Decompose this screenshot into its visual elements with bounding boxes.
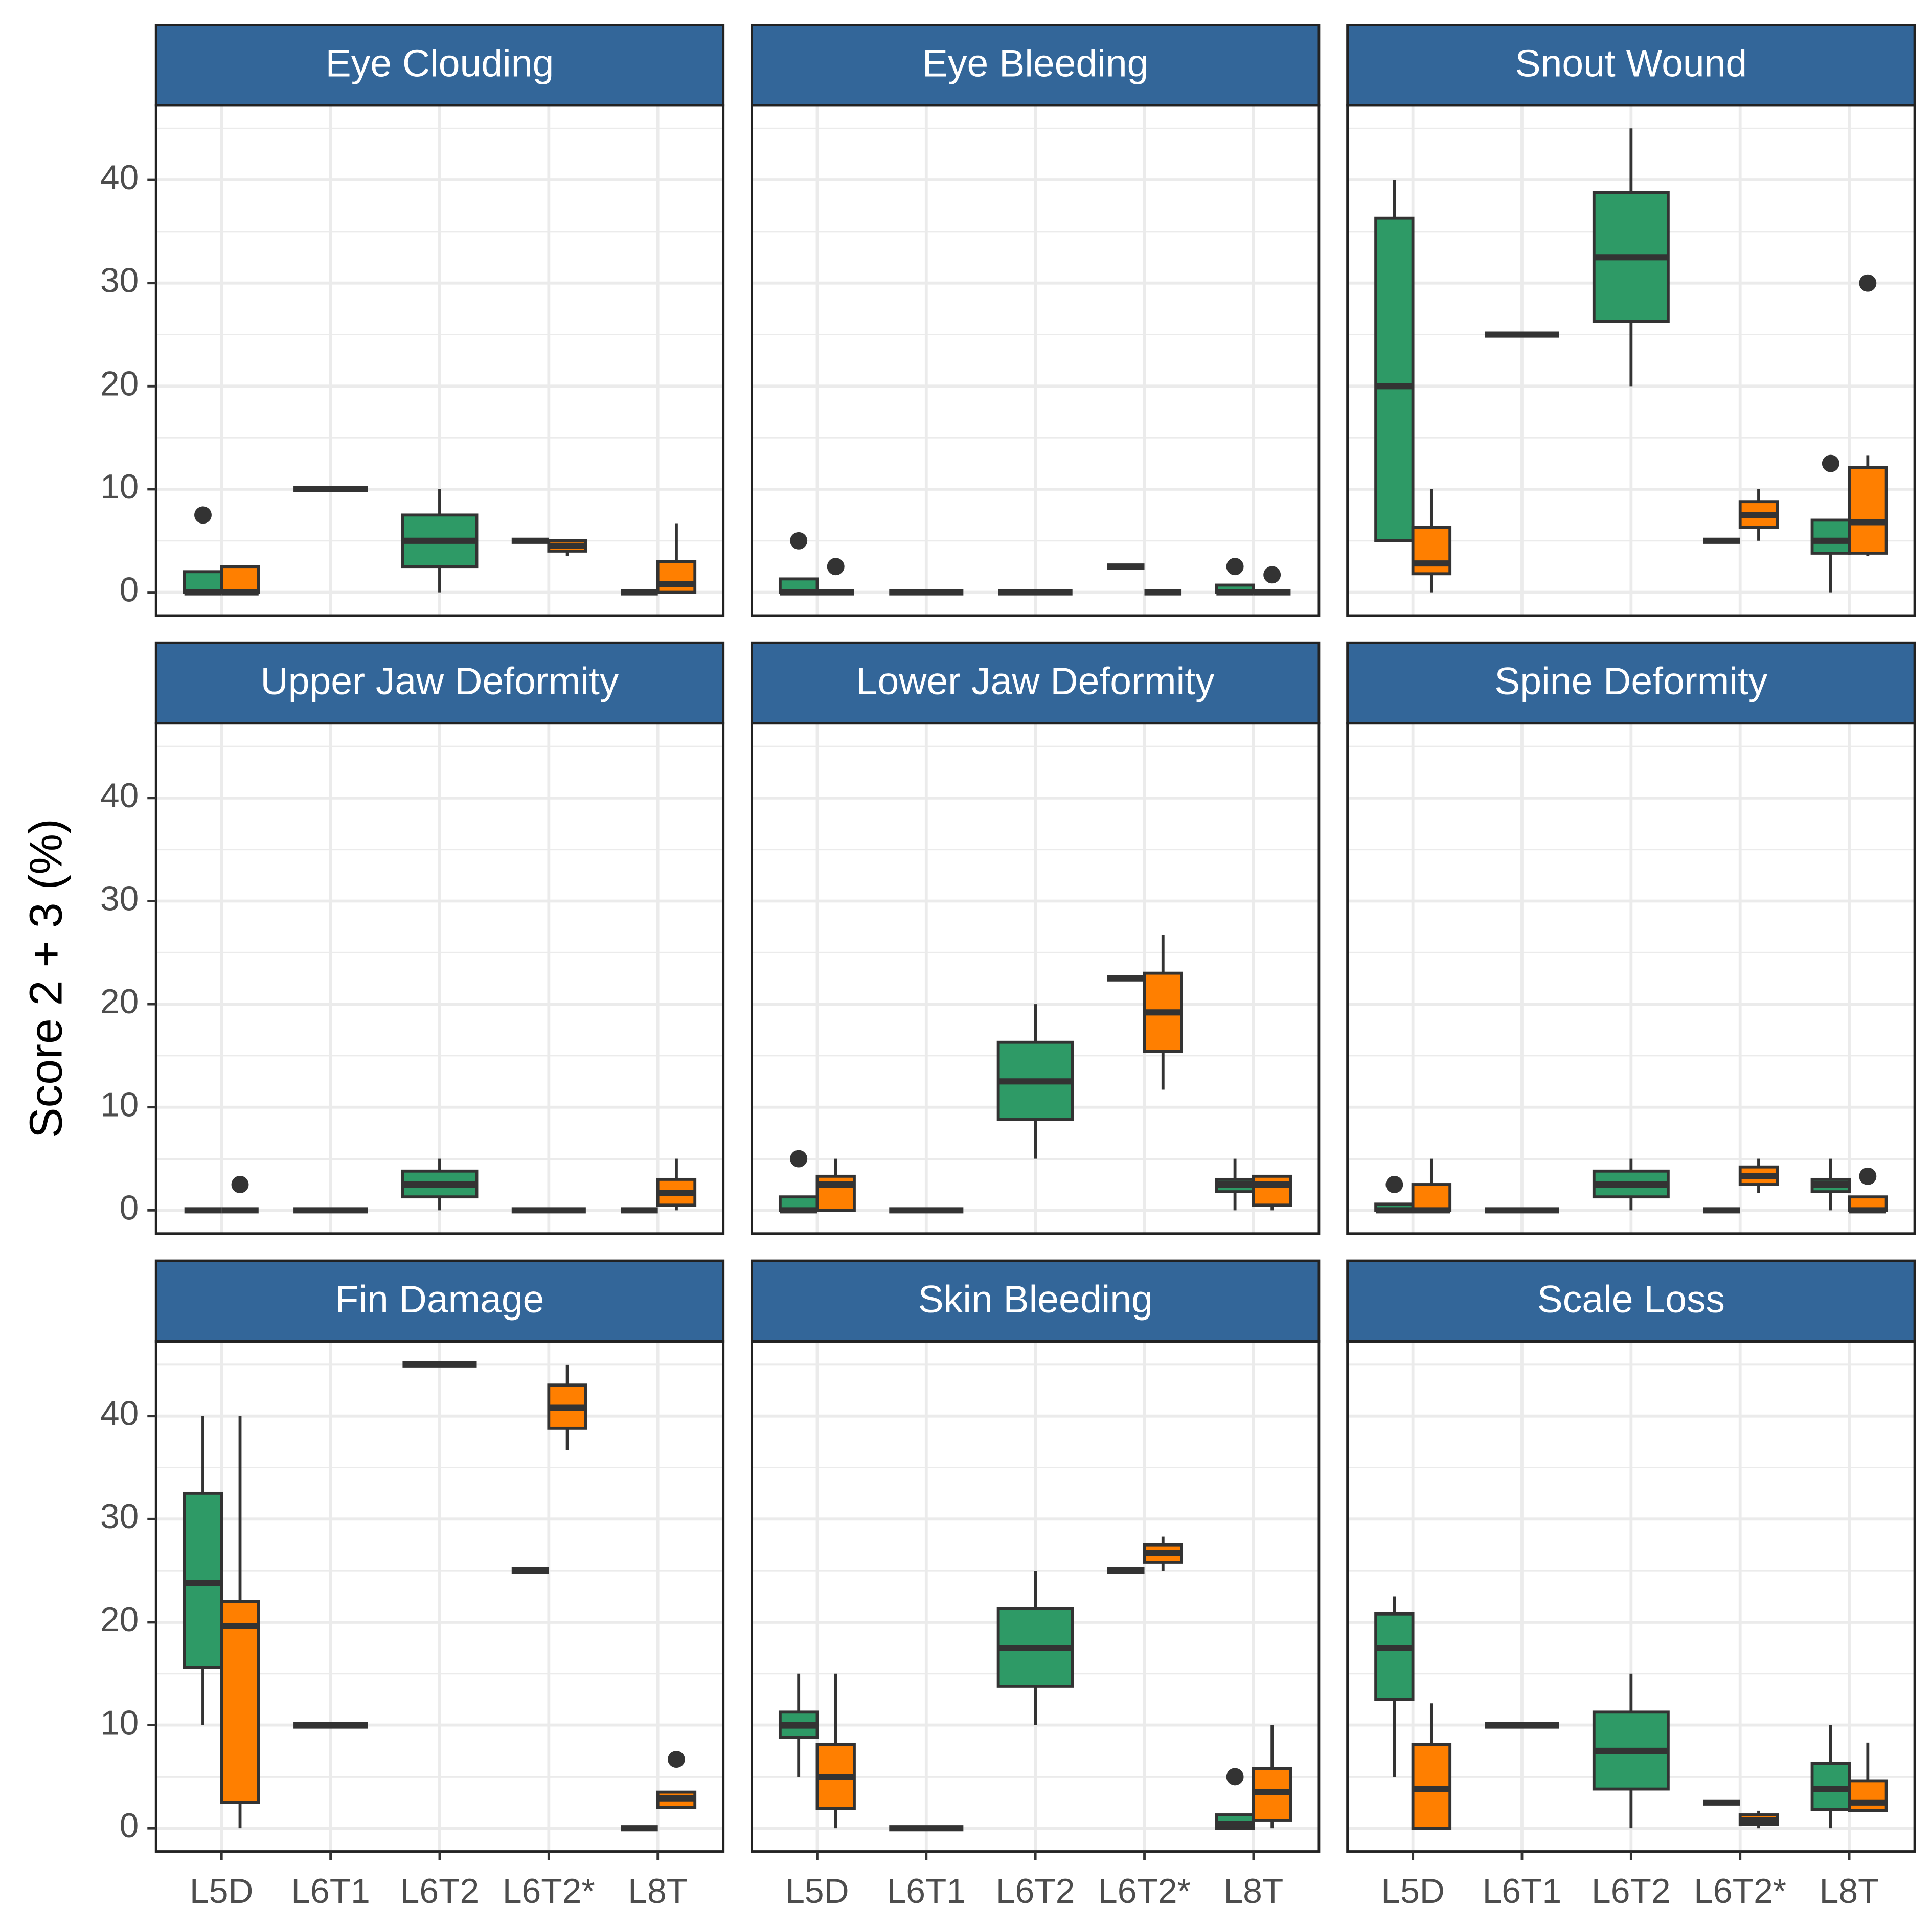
x-tick-label: L6T1 <box>1483 1872 1562 1911</box>
outlier <box>1226 1768 1244 1786</box>
y-tick-label: 10 <box>100 468 139 506</box>
box <box>1252 1174 1292 1207</box>
box <box>1411 1183 1452 1212</box>
strip-title: Fin Damage <box>335 1278 544 1321</box>
x-tick-label: L5D <box>1381 1872 1444 1911</box>
y-tick-label: 0 <box>120 571 139 609</box>
box <box>1411 526 1452 576</box>
strip <box>1346 1259 1916 1343</box>
box <box>1848 466 1888 555</box>
y-tick-label: 20 <box>100 1601 139 1639</box>
x-tick-label: L6T1 <box>291 1872 370 1911</box>
panel: Scale Loss L5D L6T1 L6T2 L6T2* L8T <box>1346 1259 1916 1911</box>
outlier <box>790 1150 808 1168</box>
strip-title: Snout Wound <box>1515 41 1747 84</box>
x-tick-label: L6T2* <box>503 1872 595 1911</box>
box <box>1374 1612 1415 1701</box>
box <box>815 1174 856 1212</box>
y-tick-label: 0 <box>120 1807 139 1845</box>
strip <box>750 24 1321 107</box>
outlier <box>827 558 845 576</box>
panel: Eye Bleeding <box>750 24 1321 617</box>
y-tick-label: 30 <box>100 262 139 300</box>
panel: Fin Damage 0 10 20 30 40 L5D L6T1 L6T2 L6T2* L8T <box>100 1259 725 1911</box>
outlier <box>668 1751 685 1768</box>
y-tick-label: 40 <box>100 777 139 815</box>
y-tick-label: 40 <box>100 1395 139 1433</box>
strip-title: Lower Jaw Deformity <box>856 660 1215 702</box>
strip-title: Scale Loss <box>1537 1278 1725 1321</box>
y-tick-label: 0 <box>120 1189 139 1227</box>
y-tick-label: 30 <box>100 1497 139 1536</box>
x-tick-label: L8T <box>1223 1872 1283 1911</box>
x-tick-label: L6T2* <box>1098 1872 1191 1911</box>
strip <box>1346 24 1916 107</box>
panel: Eye Clouding 0 10 20 30 40 <box>100 24 725 617</box>
panel: Spine Deformity <box>1346 641 1916 1235</box>
panel: Snout Wound <box>1346 24 1916 617</box>
x-tick-label: L6T1 <box>887 1872 966 1911</box>
x-tick-label: L6T2* <box>1694 1872 1786 1911</box>
y-tick-label: 40 <box>100 158 139 197</box>
y-tick-label: 30 <box>100 879 139 918</box>
strip-title: Skin Bleeding <box>918 1278 1153 1321</box>
panel: Skin Bleeding L5D L6T1 L6T2 L6T2* L8T <box>750 1259 1321 1911</box>
y-tick-label: 10 <box>100 1086 139 1124</box>
x-tick-label: L6T2 <box>1592 1872 1671 1911</box>
x-tick-label: L6T2 <box>400 1872 480 1911</box>
strip-title: Eye Bleeding <box>922 41 1148 84</box>
outlier <box>194 506 212 524</box>
outlier <box>1263 566 1281 584</box>
strip <box>154 24 725 107</box>
x-tick-label: L5D <box>785 1872 849 1911</box>
strip <box>1346 641 1916 725</box>
strip-title: Eye Clouding <box>326 41 554 84</box>
box <box>656 560 697 594</box>
strip <box>750 641 1321 725</box>
strip-title: Spine Deformity <box>1494 660 1768 702</box>
outlier <box>1859 274 1877 292</box>
panel: Lower Jaw Deformity <box>750 641 1321 1235</box>
outlier <box>790 532 808 550</box>
x-tick-label: L8T <box>1820 1872 1879 1911</box>
box <box>1810 518 1851 555</box>
y-tick-label: 10 <box>100 1703 139 1742</box>
outlier <box>1226 558 1244 576</box>
x-tick-label: L8T <box>628 1872 688 1911</box>
box <box>1374 216 1415 542</box>
y-tick-label: 20 <box>100 983 139 1021</box>
outlier <box>1859 1167 1877 1185</box>
x-tick-label: L5D <box>190 1872 253 1911</box>
y-axis-label: Score 2 + 3 (%) <box>20 819 72 1138</box>
strip <box>154 1259 725 1343</box>
outlier <box>1822 454 1839 472</box>
outlier <box>231 1176 249 1193</box>
outlier <box>1385 1176 1403 1193</box>
x-tick-label: L6T2 <box>996 1872 1075 1911</box>
strip <box>750 1259 1321 1343</box>
panel: Upper Jaw Deformity 0 10 20 30 40 <box>100 641 725 1235</box>
box <box>220 1600 260 1804</box>
box <box>220 565 260 594</box>
strip-title: Upper Jaw Deformity <box>260 660 619 702</box>
y-tick-label: 20 <box>100 365 139 403</box>
box <box>1848 1779 1888 1812</box>
strip <box>154 641 725 725</box>
plot-area: Score 2 + 3 (%) Eye Clouding010203040Eye… <box>20 24 1916 1911</box>
